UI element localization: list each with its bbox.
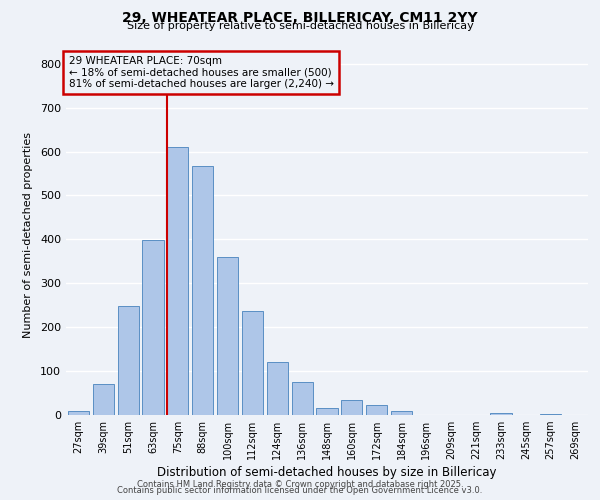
Bar [391, 412, 412, 415]
Text: Size of property relative to semi-detached houses in Billericay: Size of property relative to semi-detach… [127, 21, 473, 31]
Bar [118, 306, 139, 415]
Bar [490, 413, 512, 415]
Bar [292, 382, 313, 415]
Y-axis label: Number of semi-detached properties: Number of semi-detached properties [23, 132, 33, 338]
Bar [142, 240, 164, 415]
Text: 29 WHEATEAR PLACE: 70sqm
← 18% of semi-detached houses are smaller (500)
81% of : 29 WHEATEAR PLACE: 70sqm ← 18% of semi-d… [68, 56, 334, 89]
X-axis label: Distribution of semi-detached houses by size in Billericay: Distribution of semi-detached houses by … [157, 466, 497, 479]
Bar [366, 405, 387, 415]
Text: Contains public sector information licensed under the Open Government Licence v3: Contains public sector information licen… [118, 486, 482, 495]
Bar [167, 147, 188, 415]
Bar [217, 257, 238, 415]
Text: Contains HM Land Registry data © Crown copyright and database right 2025.: Contains HM Land Registry data © Crown c… [137, 480, 463, 489]
Bar [68, 412, 89, 415]
Bar [341, 400, 362, 415]
Text: 29, WHEATEAR PLACE, BILLERICAY, CM11 2YY: 29, WHEATEAR PLACE, BILLERICAY, CM11 2YY [122, 11, 478, 25]
Bar [242, 310, 263, 415]
Bar [192, 166, 213, 415]
Bar [540, 414, 561, 415]
Bar [316, 408, 338, 415]
Bar [93, 384, 114, 415]
Bar [267, 362, 288, 415]
